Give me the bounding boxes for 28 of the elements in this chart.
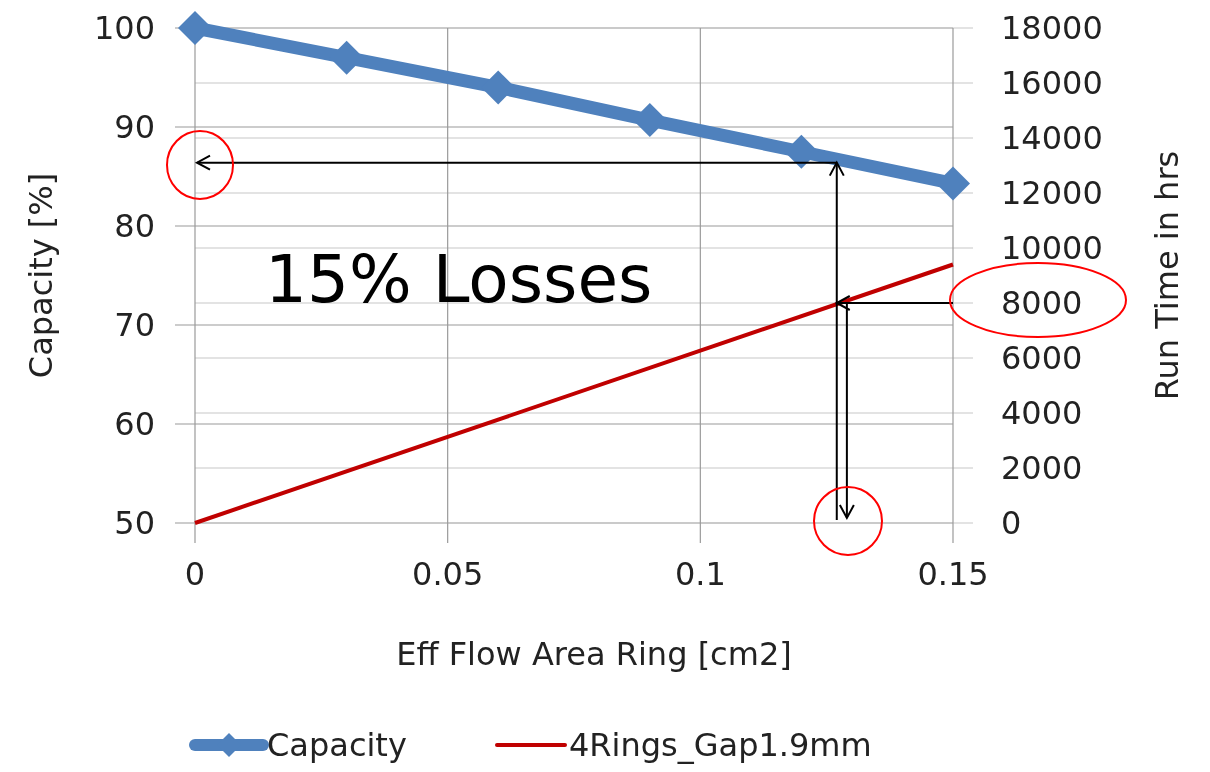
y-tick-label: 80 (114, 207, 155, 246)
y2-tick-label: 0 (1001, 504, 1022, 543)
x-tick-label: 0.05 (412, 555, 484, 593)
y-tick-label: 90 (114, 108, 155, 147)
y-tick-label: 70 (114, 306, 155, 345)
y-tick-label: 100 (93, 9, 155, 48)
y2-tick-label: 4000 (1001, 394, 1083, 433)
y2-tick-label: 12000 (1001, 174, 1103, 213)
y-tick-label: 50 (114, 504, 155, 543)
legend-label: Capacity (267, 726, 407, 765)
x-axis-title: Eff Flow Area Ring [cm2] (396, 635, 792, 673)
annotation: 15% Losses (265, 241, 653, 318)
y2-tick-label: 8000 (1001, 284, 1083, 323)
y2-tick-label: 18000 (1001, 9, 1103, 48)
point (936, 166, 970, 201)
x-tick-label: 0.15 (917, 555, 989, 593)
x-tick-label: 0.1 (674, 555, 726, 593)
y2-tick-label: 2000 (1001, 449, 1083, 488)
y2-tick-label: 6000 (1001, 339, 1083, 378)
y2-axis-title: Run Time in hrs (1148, 150, 1186, 401)
y2-tick-label: 10000 (1001, 229, 1103, 268)
y2-tick-label: 14000 (1001, 119, 1103, 158)
legend-label: 4Rings_Gap1.9mm (569, 726, 872, 765)
x-tick-label: 0 (184, 555, 206, 593)
y-tick-label: 60 (114, 405, 155, 444)
y-axis-title: Capacity [%] (22, 172, 60, 379)
y2-tick-label: 16000 (1001, 64, 1103, 103)
point (784, 134, 819, 169)
